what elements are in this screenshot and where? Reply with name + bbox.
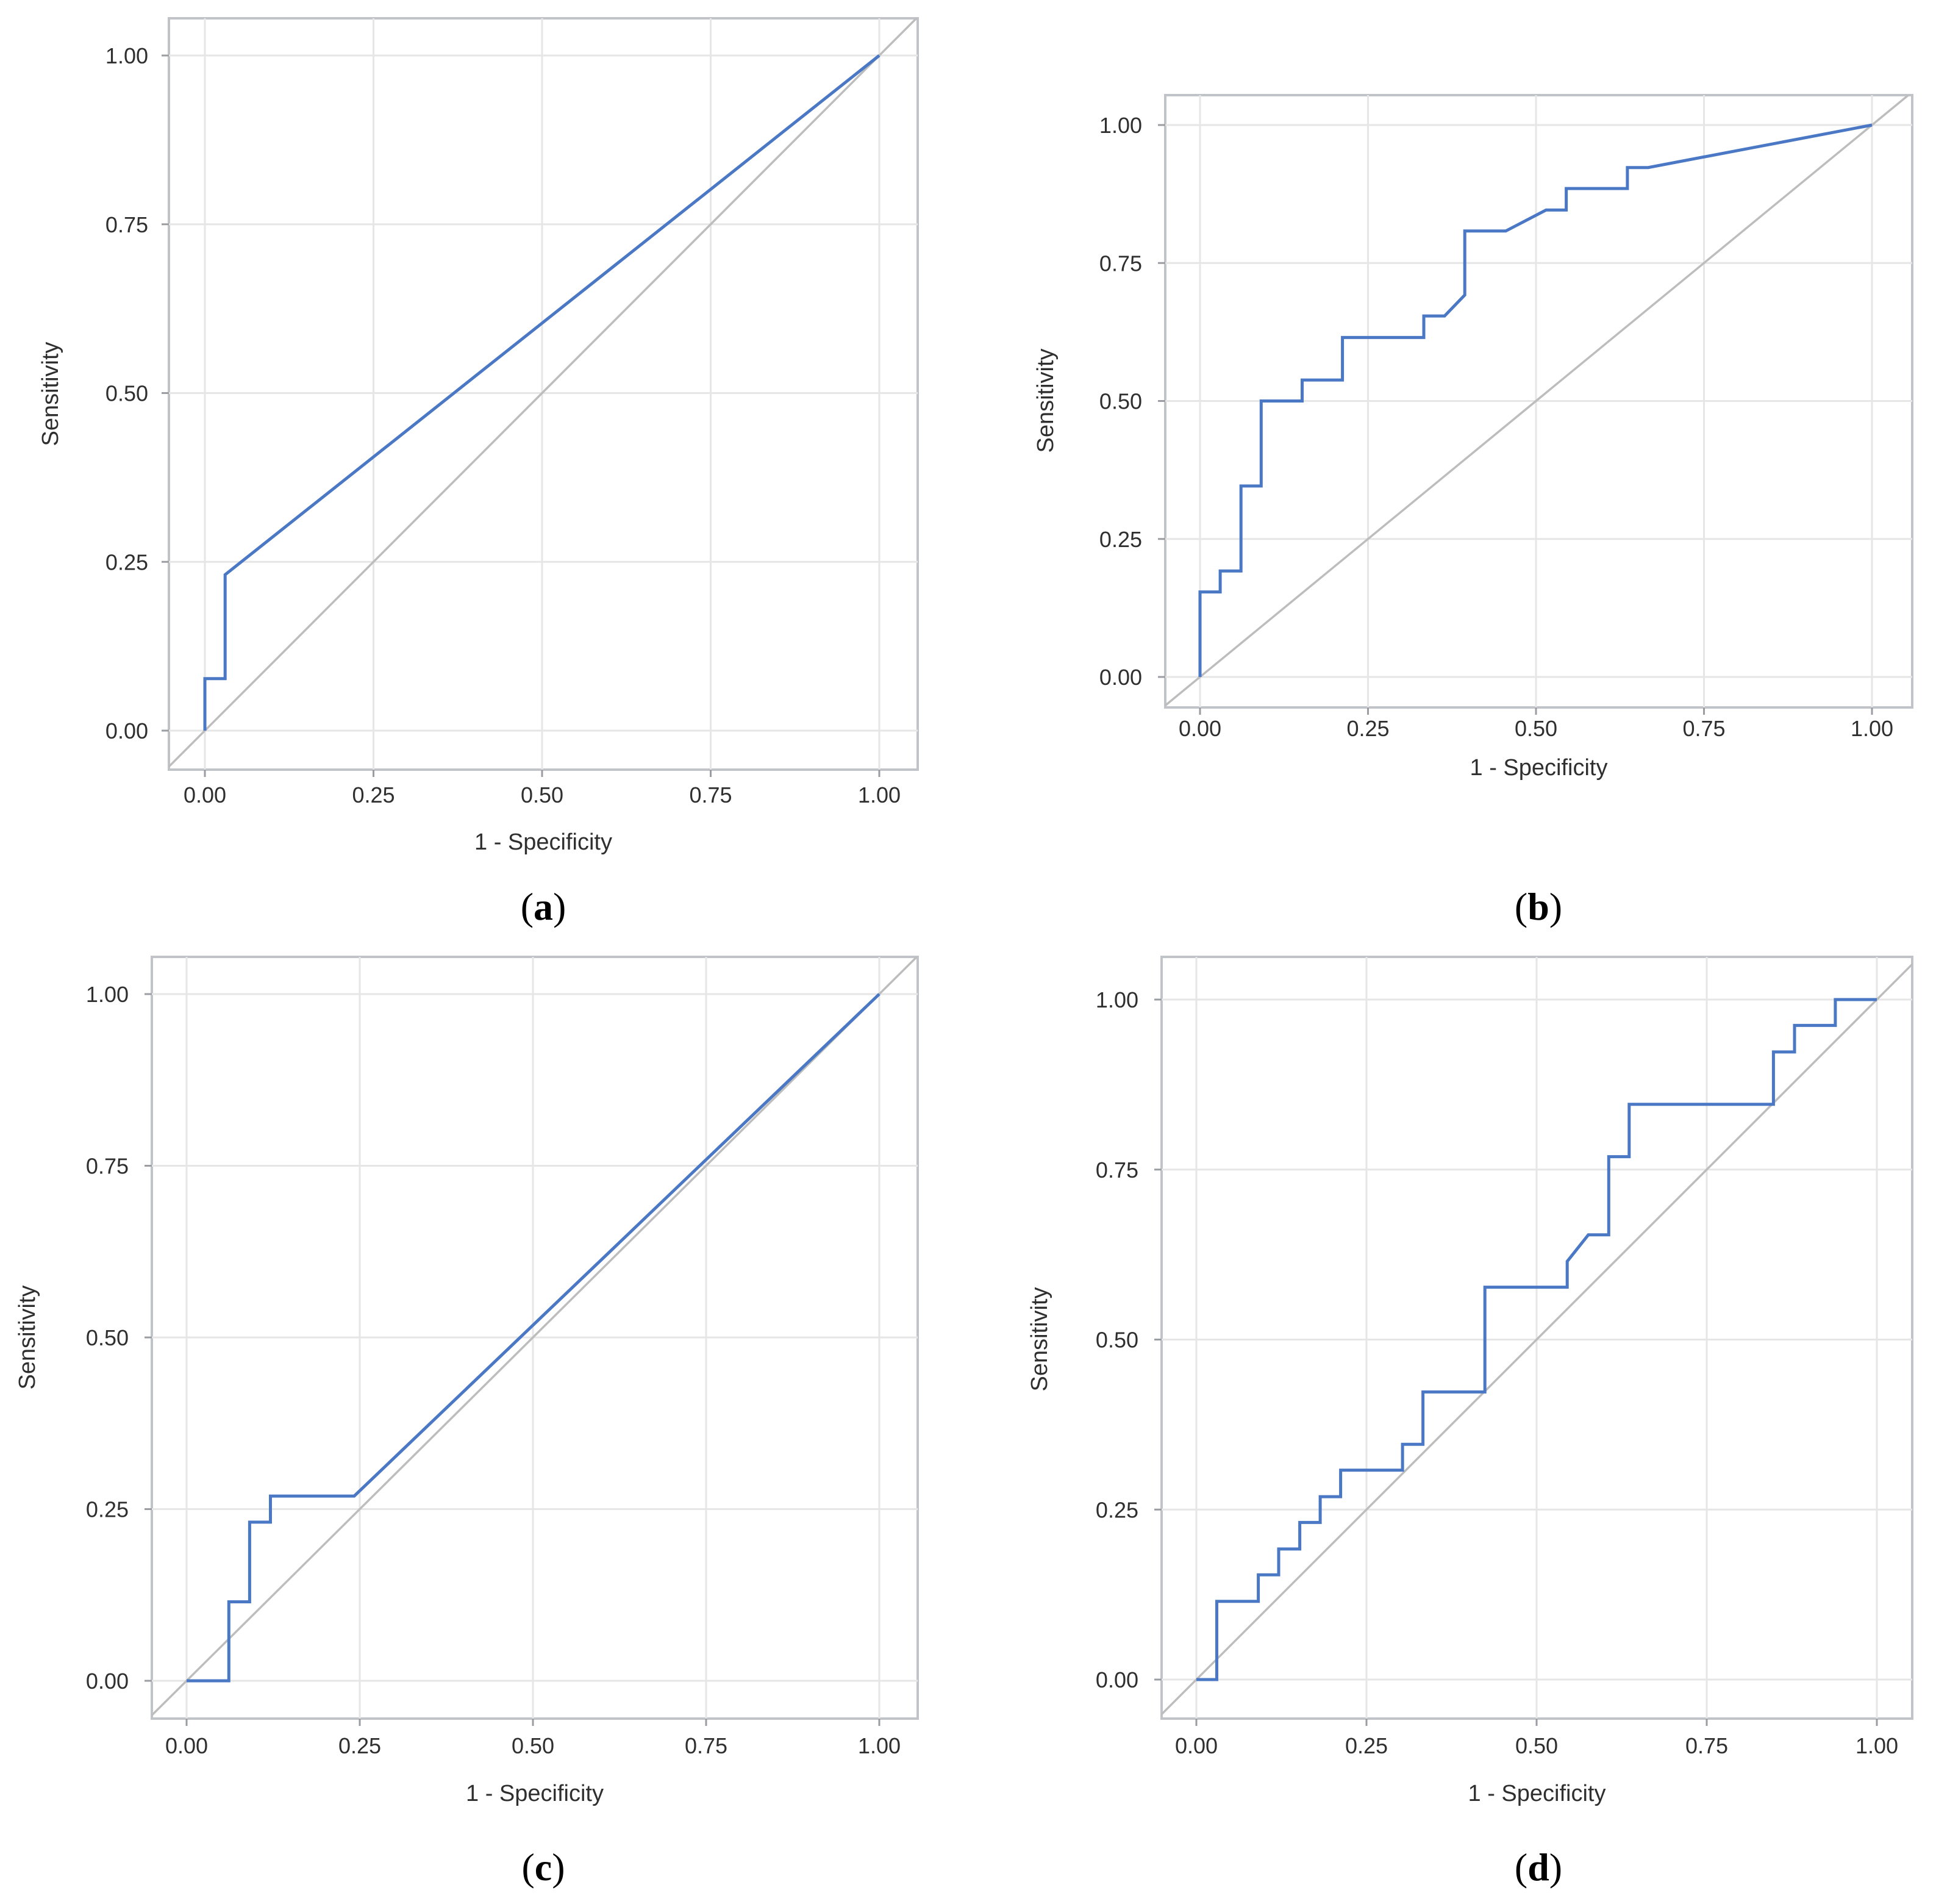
x-axis-label: 1 - Specificity xyxy=(1470,755,1608,781)
x-tick-label: 1.00 xyxy=(1856,1733,1898,1758)
x-tick-label: 0.75 xyxy=(685,1733,727,1758)
y-tick-label: 0.00 xyxy=(105,718,148,743)
x-tick-label: 0.25 xyxy=(352,782,395,807)
roc-curve xyxy=(187,993,880,1683)
reference-line xyxy=(169,18,918,768)
y-tick-label: 1.00 xyxy=(1096,987,1138,1012)
y-tick-label: 1.00 xyxy=(1099,113,1142,138)
reference-line xyxy=(152,957,918,1717)
x-tick-label: 0.00 xyxy=(1179,716,1221,741)
x-tick-label: 0.25 xyxy=(1345,1733,1388,1758)
y-tick-label: 0.00 xyxy=(86,1669,129,1694)
roc-curve xyxy=(203,54,880,731)
x-tick-label: 0.75 xyxy=(1685,1733,1728,1758)
y-tick-label: 0.50 xyxy=(1096,1328,1138,1353)
x-axis-label: 1 - Specificity xyxy=(1468,1781,1606,1806)
x-tick-label: 1.00 xyxy=(1851,716,1893,741)
panel-label: (d) xyxy=(1515,1845,1562,1889)
x-tick-label: 0.50 xyxy=(1515,716,1557,741)
y-tick-label: 0.00 xyxy=(1099,665,1142,690)
x-tick-label: 0.50 xyxy=(1515,1733,1558,1758)
reference-line xyxy=(1162,962,1912,1716)
x-tick-label: 1.00 xyxy=(858,1733,901,1758)
roc-panel-a: 0.00 0.00 0.25 0.25 0.50 0.50 0.75 0.75 1.00 1.00… xyxy=(38,17,919,928)
y-tick-label: 1.00 xyxy=(105,43,148,68)
y-axis-label: Sensitivity xyxy=(15,1285,40,1389)
y-tick-label: 0.00 xyxy=(1096,1667,1138,1692)
x-tick-label: 0.50 xyxy=(512,1733,554,1758)
y-tick-label: 0.50 xyxy=(86,1325,129,1350)
x-tick-label: 0.00 xyxy=(184,782,226,807)
y-axis-label: Sensitivity xyxy=(1027,1287,1052,1391)
panel-label: (a) xyxy=(521,885,566,928)
y-axis-label: Sensitivity xyxy=(38,342,63,446)
x-tick-label: 1.00 xyxy=(858,782,901,807)
x-axis-label: 1 - Specificity xyxy=(474,829,612,855)
roc-panel-d: 0.00 0.00 0.25 0.25 0.50 0.50 0.75 0.75 1.00 1.00… xyxy=(1027,956,1913,1889)
y-tick-label: 0.25 xyxy=(1099,527,1142,552)
x-tick-label: 0.00 xyxy=(1175,1733,1218,1758)
y-tick-label: 1.00 xyxy=(86,982,129,1007)
panel-label: (b) xyxy=(1515,885,1562,928)
x-tick-label: 0.75 xyxy=(1682,716,1725,741)
y-tick-label: 0.25 xyxy=(105,549,148,574)
x-tick-label: 0.00 xyxy=(165,1733,208,1758)
roc-curve xyxy=(1196,998,1877,1681)
x-axis-label: 1 - Specificity xyxy=(466,1781,604,1806)
x-tick-label: 0.25 xyxy=(1346,716,1389,741)
y-axis-label: Sensitivity xyxy=(1033,348,1059,453)
roc-panel-b: 0.00 0.00 0.25 0.25 0.50 0.50 0.75 0.75 1.00 1.00… xyxy=(1033,94,1913,928)
y-tick-label: 0.50 xyxy=(105,381,148,406)
y-tick-label: 0.50 xyxy=(1099,389,1142,414)
y-tick-label: 0.25 xyxy=(1096,1497,1138,1522)
y-tick-label: 0.25 xyxy=(86,1497,129,1522)
roc-curve xyxy=(1198,123,1873,677)
roc-panel-c: 0.00 0.00 0.25 0.25 0.50 0.50 0.75 0.75 1.00 1.00… xyxy=(15,956,919,1889)
x-tick-label: 0.75 xyxy=(689,782,732,807)
y-tick-label: 0.75 xyxy=(86,1154,129,1179)
x-tick-label: 0.50 xyxy=(521,782,563,807)
y-tick-label: 0.75 xyxy=(1099,251,1142,276)
reference-line xyxy=(1165,95,1910,707)
y-tick-label: 0.75 xyxy=(1096,1158,1138,1183)
y-tick-label: 0.75 xyxy=(105,212,148,237)
panel-label: (c) xyxy=(521,1845,565,1889)
x-tick-label: 0.25 xyxy=(338,1733,381,1758)
